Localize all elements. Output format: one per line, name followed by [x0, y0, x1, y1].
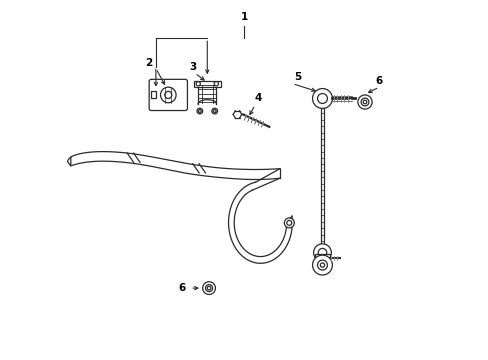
Circle shape [160, 87, 176, 103]
Circle shape [357, 95, 371, 109]
Circle shape [360, 98, 368, 106]
Circle shape [317, 260, 327, 270]
Circle shape [286, 220, 291, 225]
Circle shape [319, 257, 325, 262]
Circle shape [213, 110, 216, 112]
Circle shape [312, 89, 332, 108]
Circle shape [198, 110, 201, 112]
Circle shape [214, 82, 218, 86]
Circle shape [207, 286, 210, 290]
Circle shape [312, 255, 332, 275]
Polygon shape [67, 157, 71, 166]
Circle shape [318, 248, 326, 257]
Text: 1: 1 [241, 12, 247, 22]
Text: 6: 6 [375, 76, 382, 86]
Text: 3: 3 [189, 62, 196, 72]
Text: 6: 6 [179, 283, 186, 293]
Bar [151, 91, 156, 99]
Circle shape [313, 244, 331, 261]
Circle shape [363, 100, 366, 104]
Circle shape [284, 218, 294, 228]
Circle shape [202, 282, 215, 294]
Bar [315, 255, 329, 261]
Circle shape [196, 82, 200, 86]
Circle shape [211, 108, 217, 114]
Circle shape [205, 284, 212, 292]
Circle shape [320, 263, 324, 267]
Circle shape [197, 108, 202, 114]
Text: 4: 4 [254, 94, 262, 103]
Text: 5: 5 [293, 72, 301, 82]
Text: 2: 2 [145, 58, 152, 68]
Circle shape [164, 91, 171, 99]
Bar [321, 108, 323, 249]
FancyBboxPatch shape [149, 79, 187, 111]
Circle shape [317, 94, 327, 103]
Bar [194, 81, 220, 87]
